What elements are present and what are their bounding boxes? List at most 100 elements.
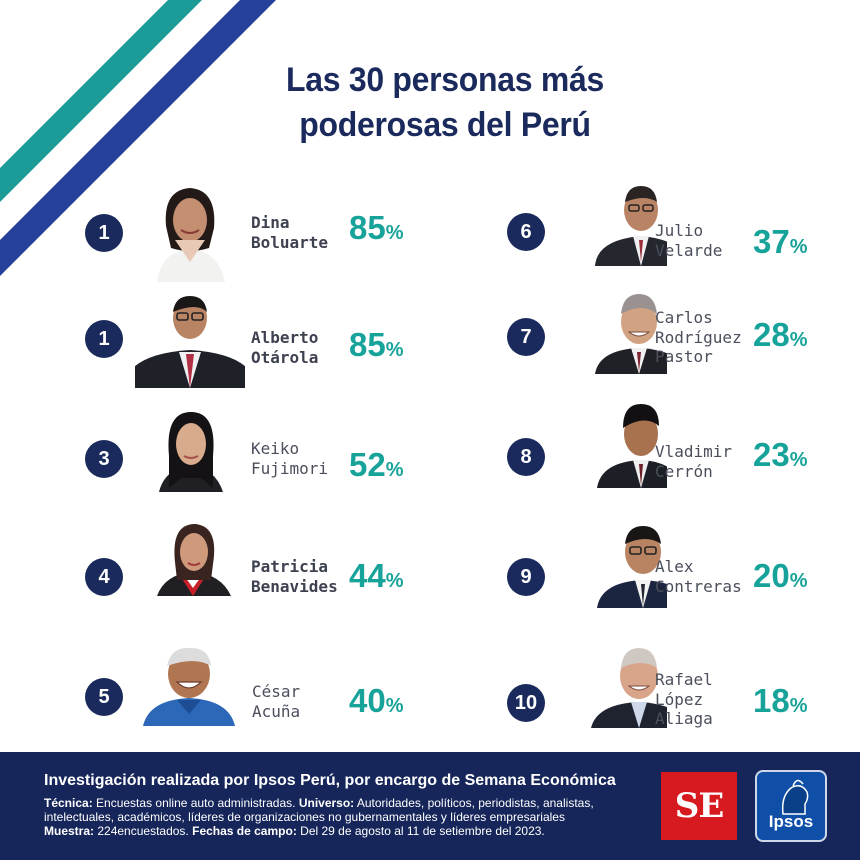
rank-badge: 9 bbox=[507, 558, 545, 596]
rank-badge: 6 bbox=[507, 213, 545, 251]
person-name: Alex Contreras bbox=[655, 557, 755, 596]
ranking-entry-alberto-otarola: 1 Alberto Otárola 85% bbox=[85, 288, 425, 388]
tecnica-text: Encuestas online auto administradas. bbox=[96, 796, 296, 810]
ipsos-logo-text: Ipsos bbox=[768, 812, 814, 831]
percent-sign: % bbox=[789, 329, 808, 351]
name-line: Vladimir bbox=[655, 442, 733, 461]
name-line: Contreras bbox=[655, 576, 742, 596]
ranking-entry-alex-contreras: 9 Alex Contreras 20% bbox=[507, 520, 847, 620]
tecnica-label: Técnica: bbox=[44, 796, 93, 810]
percentage: 37% bbox=[753, 223, 808, 261]
name-line: Pastor bbox=[655, 347, 713, 366]
muestra-text: 224encuestados. bbox=[97, 824, 189, 838]
person-name: Julio Velarde bbox=[655, 221, 755, 260]
ranking-entry-julio-velarde: 6 Julio Velarde 37% bbox=[507, 176, 847, 276]
name-line: Rodríguez bbox=[655, 327, 742, 347]
percentage-value: 44 bbox=[349, 557, 386, 594]
portrait-man-glasses-navy-suit bbox=[597, 526, 667, 608]
percent-sign: % bbox=[385, 339, 404, 361]
title-line-1: Las 30 personas más bbox=[286, 61, 604, 99]
universo-label: Universo: bbox=[298, 796, 355, 810]
rank-badge: 1 bbox=[85, 320, 123, 358]
percent-sign: % bbox=[385, 695, 404, 717]
name-line: Alex bbox=[655, 557, 694, 576]
muestra-label: Muestra: bbox=[44, 824, 95, 838]
rank-badge: 4 bbox=[85, 558, 123, 596]
name-line: Aliaga bbox=[655, 709, 713, 728]
percentage: 23% bbox=[753, 436, 808, 474]
last-name: Acuña bbox=[252, 701, 301, 721]
percentage-value: 40 bbox=[349, 682, 386, 719]
fechas-text: Del 29 de agosto al 11 de setiembre del … bbox=[300, 824, 545, 838]
person-name: Alberto Otárola bbox=[251, 328, 351, 367]
portrait-woman-dark-hair-white-blazer bbox=[157, 188, 225, 282]
last-name: Fujimori bbox=[251, 458, 329, 478]
name-line: López bbox=[655, 689, 704, 709]
portrait-woman-red-white-sash bbox=[157, 524, 231, 596]
name-line: Cerrón bbox=[655, 461, 713, 481]
percentage: 85% bbox=[349, 209, 404, 247]
universo-text: Autoridades, políticos, periodistas, ana… bbox=[44, 796, 594, 824]
percentage-value: 37 bbox=[753, 223, 790, 260]
percentage: 44% bbox=[349, 557, 404, 595]
percentage-value: 52 bbox=[349, 446, 386, 483]
se-logo-text: SE bbox=[674, 786, 724, 826]
person-name: Keiko Fujimori bbox=[251, 439, 351, 478]
person-name: Patricia Benavides bbox=[251, 557, 351, 596]
portrait-man-smiling-blue-shirt bbox=[143, 647, 235, 726]
ranking-entry-patricia-benavides: 4 Patricia Benavides 44% bbox=[85, 520, 425, 620]
percentage-value: 23 bbox=[753, 436, 790, 473]
percentage-value: 85 bbox=[349, 209, 386, 246]
rank-badge: 10 bbox=[507, 684, 545, 722]
percentage-value: 20 bbox=[753, 557, 790, 594]
person-name: César Acuña bbox=[252, 682, 352, 721]
semana-economica-logo: SE bbox=[661, 772, 737, 840]
ranking-entry-dina-boluarte: 1 Dina Boluarte 85% bbox=[85, 182, 425, 282]
name-line: Carlos bbox=[655, 308, 713, 327]
percent-sign: % bbox=[385, 222, 404, 244]
first-name: César bbox=[252, 682, 301, 701]
first-name: Patricia bbox=[251, 557, 329, 576]
last-name: Otárola bbox=[251, 347, 319, 367]
name-line: Rafael bbox=[655, 670, 713, 689]
ipsos-logo: Ipsos bbox=[755, 770, 827, 842]
first-name: Alberto bbox=[251, 328, 319, 347]
percent-sign: % bbox=[385, 459, 404, 481]
rank-badge: 7 bbox=[507, 318, 545, 356]
ranking-entry-carlos-rodriguez-pastor: 7 Carlos Rodríguez Pastor 28% bbox=[507, 288, 847, 388]
ranking-entry-cesar-acuna: 5 César Acuña 40% bbox=[85, 640, 425, 740]
ranking-entry-keiko-fujimori: 3 Keiko Fujimori 52% bbox=[85, 408, 425, 508]
percent-sign: % bbox=[789, 449, 808, 471]
person-name: Rafael López Aliaga bbox=[655, 670, 755, 729]
ipsos-head-icon bbox=[781, 779, 809, 815]
page-title: Las 30 personas más poderosas del Perú bbox=[215, 58, 676, 148]
percent-sign: % bbox=[789, 695, 808, 717]
ranking-entry-rafael-lopez-aliaga: 10 Rafael López Aliaga 18% bbox=[507, 640, 847, 740]
percentage: 40% bbox=[349, 682, 404, 720]
last-name: Boluarte bbox=[251, 232, 329, 252]
percentage: 20% bbox=[753, 557, 808, 595]
rank-badge: 3 bbox=[85, 440, 123, 478]
portrait-man-dark-suit bbox=[597, 404, 667, 488]
percent-sign: % bbox=[789, 570, 808, 592]
portrait-man-glasses-suit bbox=[595, 186, 667, 266]
rank-badge: 8 bbox=[507, 438, 545, 476]
rank-badge: 1 bbox=[85, 214, 123, 252]
portrait-man-smiling-suit bbox=[591, 648, 667, 728]
percentage-value: 85 bbox=[349, 326, 386, 363]
title-line-2: poderosas del Perú bbox=[299, 106, 591, 144]
first-name: Dina bbox=[251, 213, 290, 232]
name-line: Velarde bbox=[655, 240, 723, 260]
rank-badge: 5 bbox=[85, 678, 123, 716]
percentage-value: 18 bbox=[753, 682, 790, 719]
person-name: Carlos Rodríguez Pastor bbox=[655, 308, 755, 367]
name-line: Julio bbox=[655, 221, 704, 240]
portrait-woman-long-dark-hair bbox=[155, 412, 227, 494]
percentage: 18% bbox=[753, 682, 808, 720]
percent-sign: % bbox=[385, 570, 404, 592]
footer-methodology: Técnica: Encuestas online auto administr… bbox=[44, 796, 644, 838]
portrait-man-glasses-dark-suit bbox=[135, 296, 245, 388]
fechas-label: Fechas de campo: bbox=[192, 824, 297, 838]
footer-headline: Investigación realizada por Ipsos Perú, … bbox=[44, 772, 616, 789]
last-name: Benavides bbox=[251, 576, 338, 596]
